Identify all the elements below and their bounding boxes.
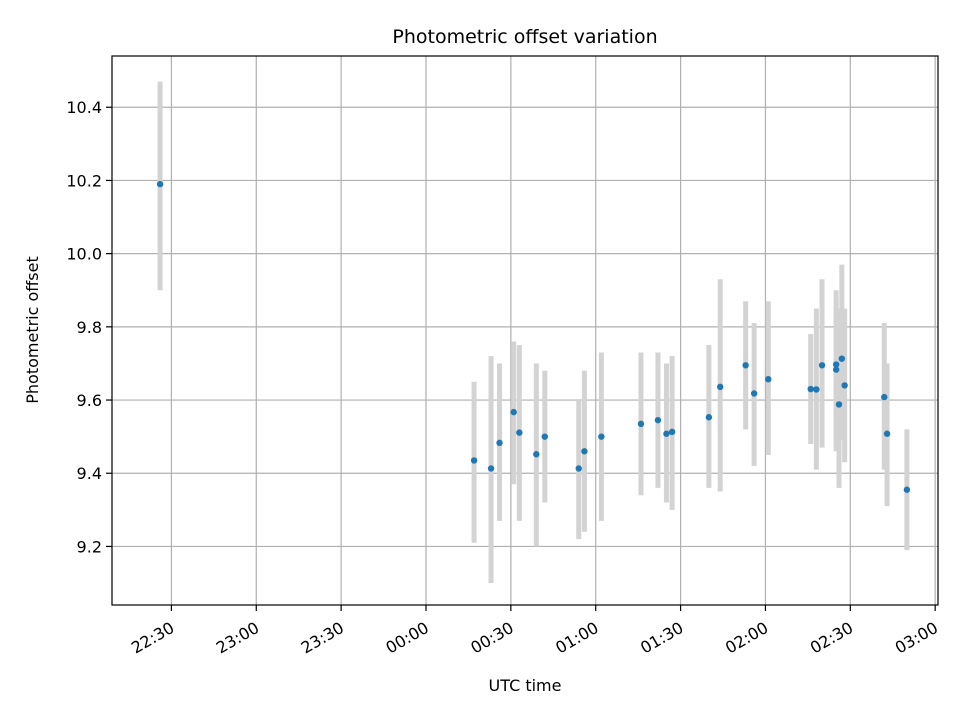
x-axis-label: UTC time	[489, 676, 562, 695]
data-point	[841, 382, 848, 389]
y-tick-label: 10.0	[66, 245, 102, 264]
data-point	[598, 433, 605, 440]
grid	[112, 56, 938, 605]
data-point	[637, 420, 645, 428]
plot-frame	[111, 55, 939, 606]
y-axis-ticks: 9.2 9.4 9.6 9.8 10.0 10.2 10.4	[66, 98, 112, 556]
data-point	[705, 414, 713, 421]
data-point	[156, 180, 164, 188]
data-point	[496, 439, 503, 447]
data-point	[716, 383, 724, 391]
data-point	[883, 430, 891, 437]
data-points	[156, 180, 911, 493]
data-point	[654, 416, 662, 424]
y-tick-label: 9.4	[77, 464, 102, 483]
data-point	[470, 457, 478, 464]
data-point	[765, 375, 772, 383]
data-point	[663, 430, 670, 437]
data-point	[832, 366, 840, 373]
data-point	[541, 433, 549, 440]
y-tick-label: 9.8	[77, 318, 102, 337]
data-point	[742, 362, 749, 369]
data-point	[668, 428, 676, 436]
data-point	[813, 386, 820, 393]
y-tick-label: 9.6	[77, 391, 102, 410]
y-tick-label: 9.2	[77, 537, 102, 556]
y-axis-label: Photometric offset	[23, 256, 42, 404]
data-point	[807, 385, 814, 393]
data-point	[510, 408, 517, 416]
data-point	[487, 465, 495, 472]
data-point	[881, 393, 888, 401]
data-point	[581, 448, 588, 455]
data-point	[835, 401, 843, 408]
data-point	[903, 486, 911, 493]
data-point	[533, 451, 540, 458]
y-tick-label: 10.4	[66, 98, 102, 117]
data-point	[832, 361, 840, 368]
data-point	[516, 429, 523, 436]
data-point	[575, 465, 582, 472]
chart-title: Photometric offset variation	[392, 26, 657, 48]
data-point	[838, 355, 846, 362]
data-point	[750, 390, 758, 397]
data-point	[818, 362, 826, 369]
y-tick-label: 10.2	[66, 171, 102, 190]
